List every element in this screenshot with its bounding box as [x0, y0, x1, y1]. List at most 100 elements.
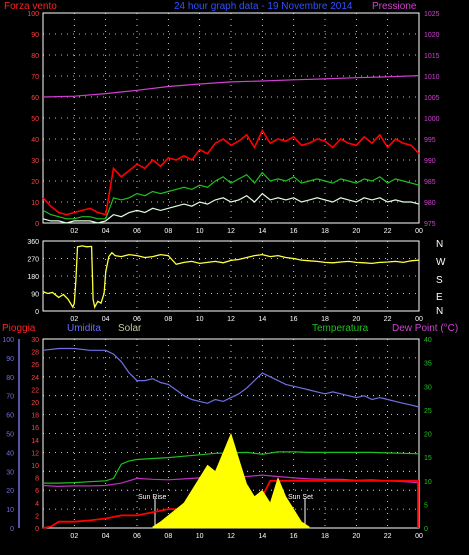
- rain-y-tick-3: 6: [35, 488, 39, 495]
- humidity-y-tick-6: 60: [6, 413, 14, 420]
- wind-y-tick-9: 90: [31, 32, 39, 39]
- x-tick-0-7: 16: [290, 228, 298, 235]
- wind-y-tick-4: 40: [31, 137, 39, 144]
- x-tick-0-1: 04: [102, 228, 110, 235]
- compass-s: S: [436, 275, 443, 286]
- pressure-y-tick-7: 1010: [424, 74, 440, 81]
- sunrise-label: Sun Rise: [138, 494, 167, 501]
- dewpoint-label: Dew Point (°C): [392, 323, 458, 334]
- sunset-label: Sun Set: [288, 494, 313, 501]
- series-wind_avg: [42, 171, 420, 220]
- temp-y-tick-2: 10: [424, 479, 432, 486]
- x-tick-1-3: 08: [164, 316, 172, 323]
- rain-y-tick-2: 4: [35, 501, 39, 508]
- rain-y-tick-6: 12: [31, 450, 39, 457]
- rain-y-tick-14: 28: [31, 350, 39, 357]
- x-tick-0-2: 06: [133, 228, 141, 235]
- wind-y-tick-6: 60: [31, 95, 39, 102]
- x-tick-0-8: 18: [321, 228, 329, 235]
- wind-y-tick-5: 50: [31, 116, 39, 123]
- temp-y-tick-3: 15: [424, 455, 432, 462]
- humidity-label: Umidita: [67, 323, 101, 334]
- rain-y-tick-0: 0: [35, 526, 39, 533]
- direction-chart-frame: [42, 240, 420, 312]
- x-tick-2-1: 04: [102, 533, 110, 540]
- wind-y-tick-10: 100: [27, 11, 39, 18]
- header-pressure-label: Pressione: [372, 1, 417, 12]
- rain-y-tick-1: 2: [35, 513, 39, 520]
- temp-y-tick-5: 25: [424, 408, 432, 415]
- rain-y-tick-12: 24: [31, 375, 39, 382]
- dir-y-tick-1: 90: [31, 292, 39, 299]
- x-tick-2-3: 08: [164, 533, 172, 540]
- series-wind_min: [42, 192, 420, 224]
- x-tick-1-8: 18: [321, 316, 329, 323]
- temp-y-tick-4: 20: [424, 432, 432, 439]
- rain-y-tick-7: 14: [31, 438, 39, 445]
- humidity-y-tick-3: 30: [6, 469, 14, 476]
- x-tick-2-5: 12: [227, 533, 235, 540]
- x-tick-1-4: 10: [196, 316, 204, 323]
- humidity-y-tick-2: 20: [6, 488, 14, 495]
- wind-chart-frame: [42, 12, 420, 224]
- x-tick-0-4: 10: [196, 228, 204, 235]
- humidity-y-tick-5: 50: [6, 432, 14, 439]
- temp-y-tick-0: 0: [424, 526, 428, 533]
- x-tick-2-8: 18: [321, 533, 329, 540]
- pressure-y-tick-1: 980: [424, 200, 436, 207]
- pressure-y-tick-5: 1000: [424, 116, 440, 123]
- x-tick-1-5: 12: [227, 316, 235, 323]
- rain-label: Pioggia: [2, 323, 36, 334]
- pressure-y-tick-0: 975: [424, 221, 436, 228]
- humidity-y-tick-9: 90: [6, 356, 14, 363]
- x-tick-1-11: 00: [415, 316, 423, 323]
- series-pressure: [42, 75, 420, 98]
- temp-y-tick-7: 35: [424, 361, 432, 368]
- wind-y-tick-1: 10: [31, 200, 39, 207]
- compass-n-top: N: [436, 239, 443, 250]
- x-tick-1-9: 20: [352, 316, 360, 323]
- x-tick-1-10: 22: [384, 316, 392, 323]
- pressure-y-tick-6: 1005: [424, 95, 440, 102]
- wind-y-tick-7: 70: [31, 74, 39, 81]
- temp-y-tick-1: 5: [424, 502, 428, 509]
- compass-n-bottom: N: [436, 306, 443, 317]
- dir-y-tick-3: 270: [27, 257, 39, 264]
- rain-y-tick-4: 8: [35, 476, 39, 483]
- x-tick-0-0: 02: [70, 228, 78, 235]
- x-tick-2-7: 16: [290, 533, 298, 540]
- x-tick-2-10: 22: [384, 533, 392, 540]
- humidity-y-tick-1: 10: [6, 507, 14, 514]
- x-tick-1-7: 16: [290, 316, 298, 323]
- header-title: 24 hour graph data - 19 Novembre 2014: [174, 1, 353, 12]
- dir-y-tick-0: 0: [35, 309, 39, 316]
- pressure-y-tick-3: 990: [424, 158, 436, 165]
- x-tick-0-3: 08: [164, 228, 172, 235]
- temp-y-tick-8: 40: [424, 337, 432, 344]
- rain-y-tick-11: 22: [31, 387, 39, 394]
- pressure-y-tick-4: 995: [424, 137, 436, 144]
- header-wind-label: Forza vento: [4, 1, 57, 12]
- x-tick-2-6: 14: [258, 533, 266, 540]
- series-solar: [152, 432, 310, 529]
- humidity-y-tick-4: 40: [6, 450, 14, 457]
- x-tick-1-0: 02: [70, 316, 78, 323]
- solar-label: Solar: [118, 323, 142, 334]
- x-tick-2-2: 06: [133, 533, 141, 540]
- humidity-y-tick-0: 0: [10, 526, 14, 533]
- wind-y-tick-2: 20: [31, 179, 39, 186]
- x-tick-0-6: 14: [258, 228, 266, 235]
- temperature-label: Temperatura: [312, 323, 369, 334]
- x-tick-2-9: 20: [352, 533, 360, 540]
- x-tick-1-6: 14: [258, 316, 266, 323]
- rain-y-tick-9: 18: [31, 413, 39, 420]
- temp-y-tick-6: 30: [424, 384, 432, 391]
- pressure-y-tick-8: 1015: [424, 53, 440, 60]
- compass-w: W: [436, 257, 446, 268]
- rain-y-tick-5: 10: [31, 463, 39, 470]
- rain-y-tick-10: 20: [31, 400, 39, 407]
- series-wind_gust: [42, 128, 420, 216]
- rain-y-tick-8: 16: [31, 425, 39, 432]
